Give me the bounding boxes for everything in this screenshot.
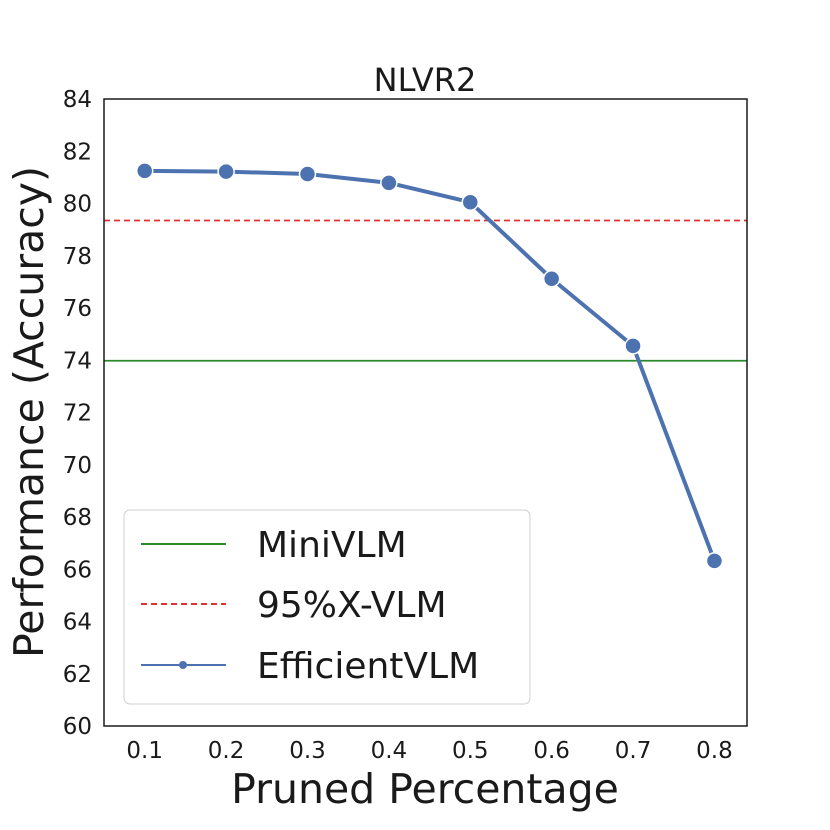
y-tick-label: 68 <box>63 505 92 531</box>
y-tick-label: 78 <box>63 244 92 270</box>
y-tick-label: 62 <box>63 662 92 688</box>
data-point <box>298 165 317 183</box>
data-point <box>135 162 154 180</box>
y-axis-ticks: 60 62 64 66 68 70 72 74 76 78 80 82 84 <box>63 87 92 740</box>
x-tick-label: 0.2 <box>208 738 245 764</box>
legend-marker-efficientvlm <box>179 661 187 669</box>
legend-label-95xvlm: 95%X-VLM <box>257 585 447 626</box>
plot-frame <box>103 98 748 727</box>
x-tick-label: 0.6 <box>533 738 570 764</box>
y-tick-label: 60 <box>63 714 92 740</box>
y-tick-label: 82 <box>63 139 92 165</box>
legend-label-efficientvlm: EfficientVLM <box>257 646 479 687</box>
y-tick-label: 64 <box>63 610 92 636</box>
x-tick-label: 0.1 <box>126 738 163 764</box>
y-tick-label: 84 <box>63 87 92 113</box>
y-tick-label: 66 <box>63 557 92 583</box>
data-point <box>542 269 561 288</box>
series-line-efficientvlm <box>142 168 717 563</box>
data-point <box>624 337 642 355</box>
data-point <box>461 193 480 211</box>
x-tick-label: 0.4 <box>371 738 408 764</box>
y-axis-label: Performance (Accuracy) <box>5 166 53 658</box>
chart-title: NLVR2 <box>374 61 477 99</box>
data-point <box>705 552 724 570</box>
x-tick-label: 0.3 <box>289 738 326 764</box>
legend-box <box>123 509 531 705</box>
y-tick-label: 72 <box>63 401 92 427</box>
y-tick-label: 70 <box>63 453 92 479</box>
data-point <box>217 162 235 181</box>
series-layer <box>135 162 724 570</box>
y-tick-label: 74 <box>63 348 92 374</box>
legend-label-minivlm: MiniVLM <box>257 525 407 566</box>
y-tick-label: 80 <box>63 192 92 218</box>
reference-lines <box>104 219 747 362</box>
x-axis-ticks: 0.1 0.2 0.3 0.4 0.5 0.6 0.7 0.8 <box>126 738 732 764</box>
y-tick-label: 76 <box>63 296 92 322</box>
x-tick-label: 0.8 <box>696 738 733 764</box>
x-tick-label: 0.5 <box>452 738 489 764</box>
x-axis-label: Pruned Percentage <box>231 765 619 813</box>
legend: MiniVLM 95%X-VLM EfficientVLM <box>123 509 531 705</box>
data-point <box>380 174 398 192</box>
x-tick-label: 0.7 <box>615 738 652 764</box>
